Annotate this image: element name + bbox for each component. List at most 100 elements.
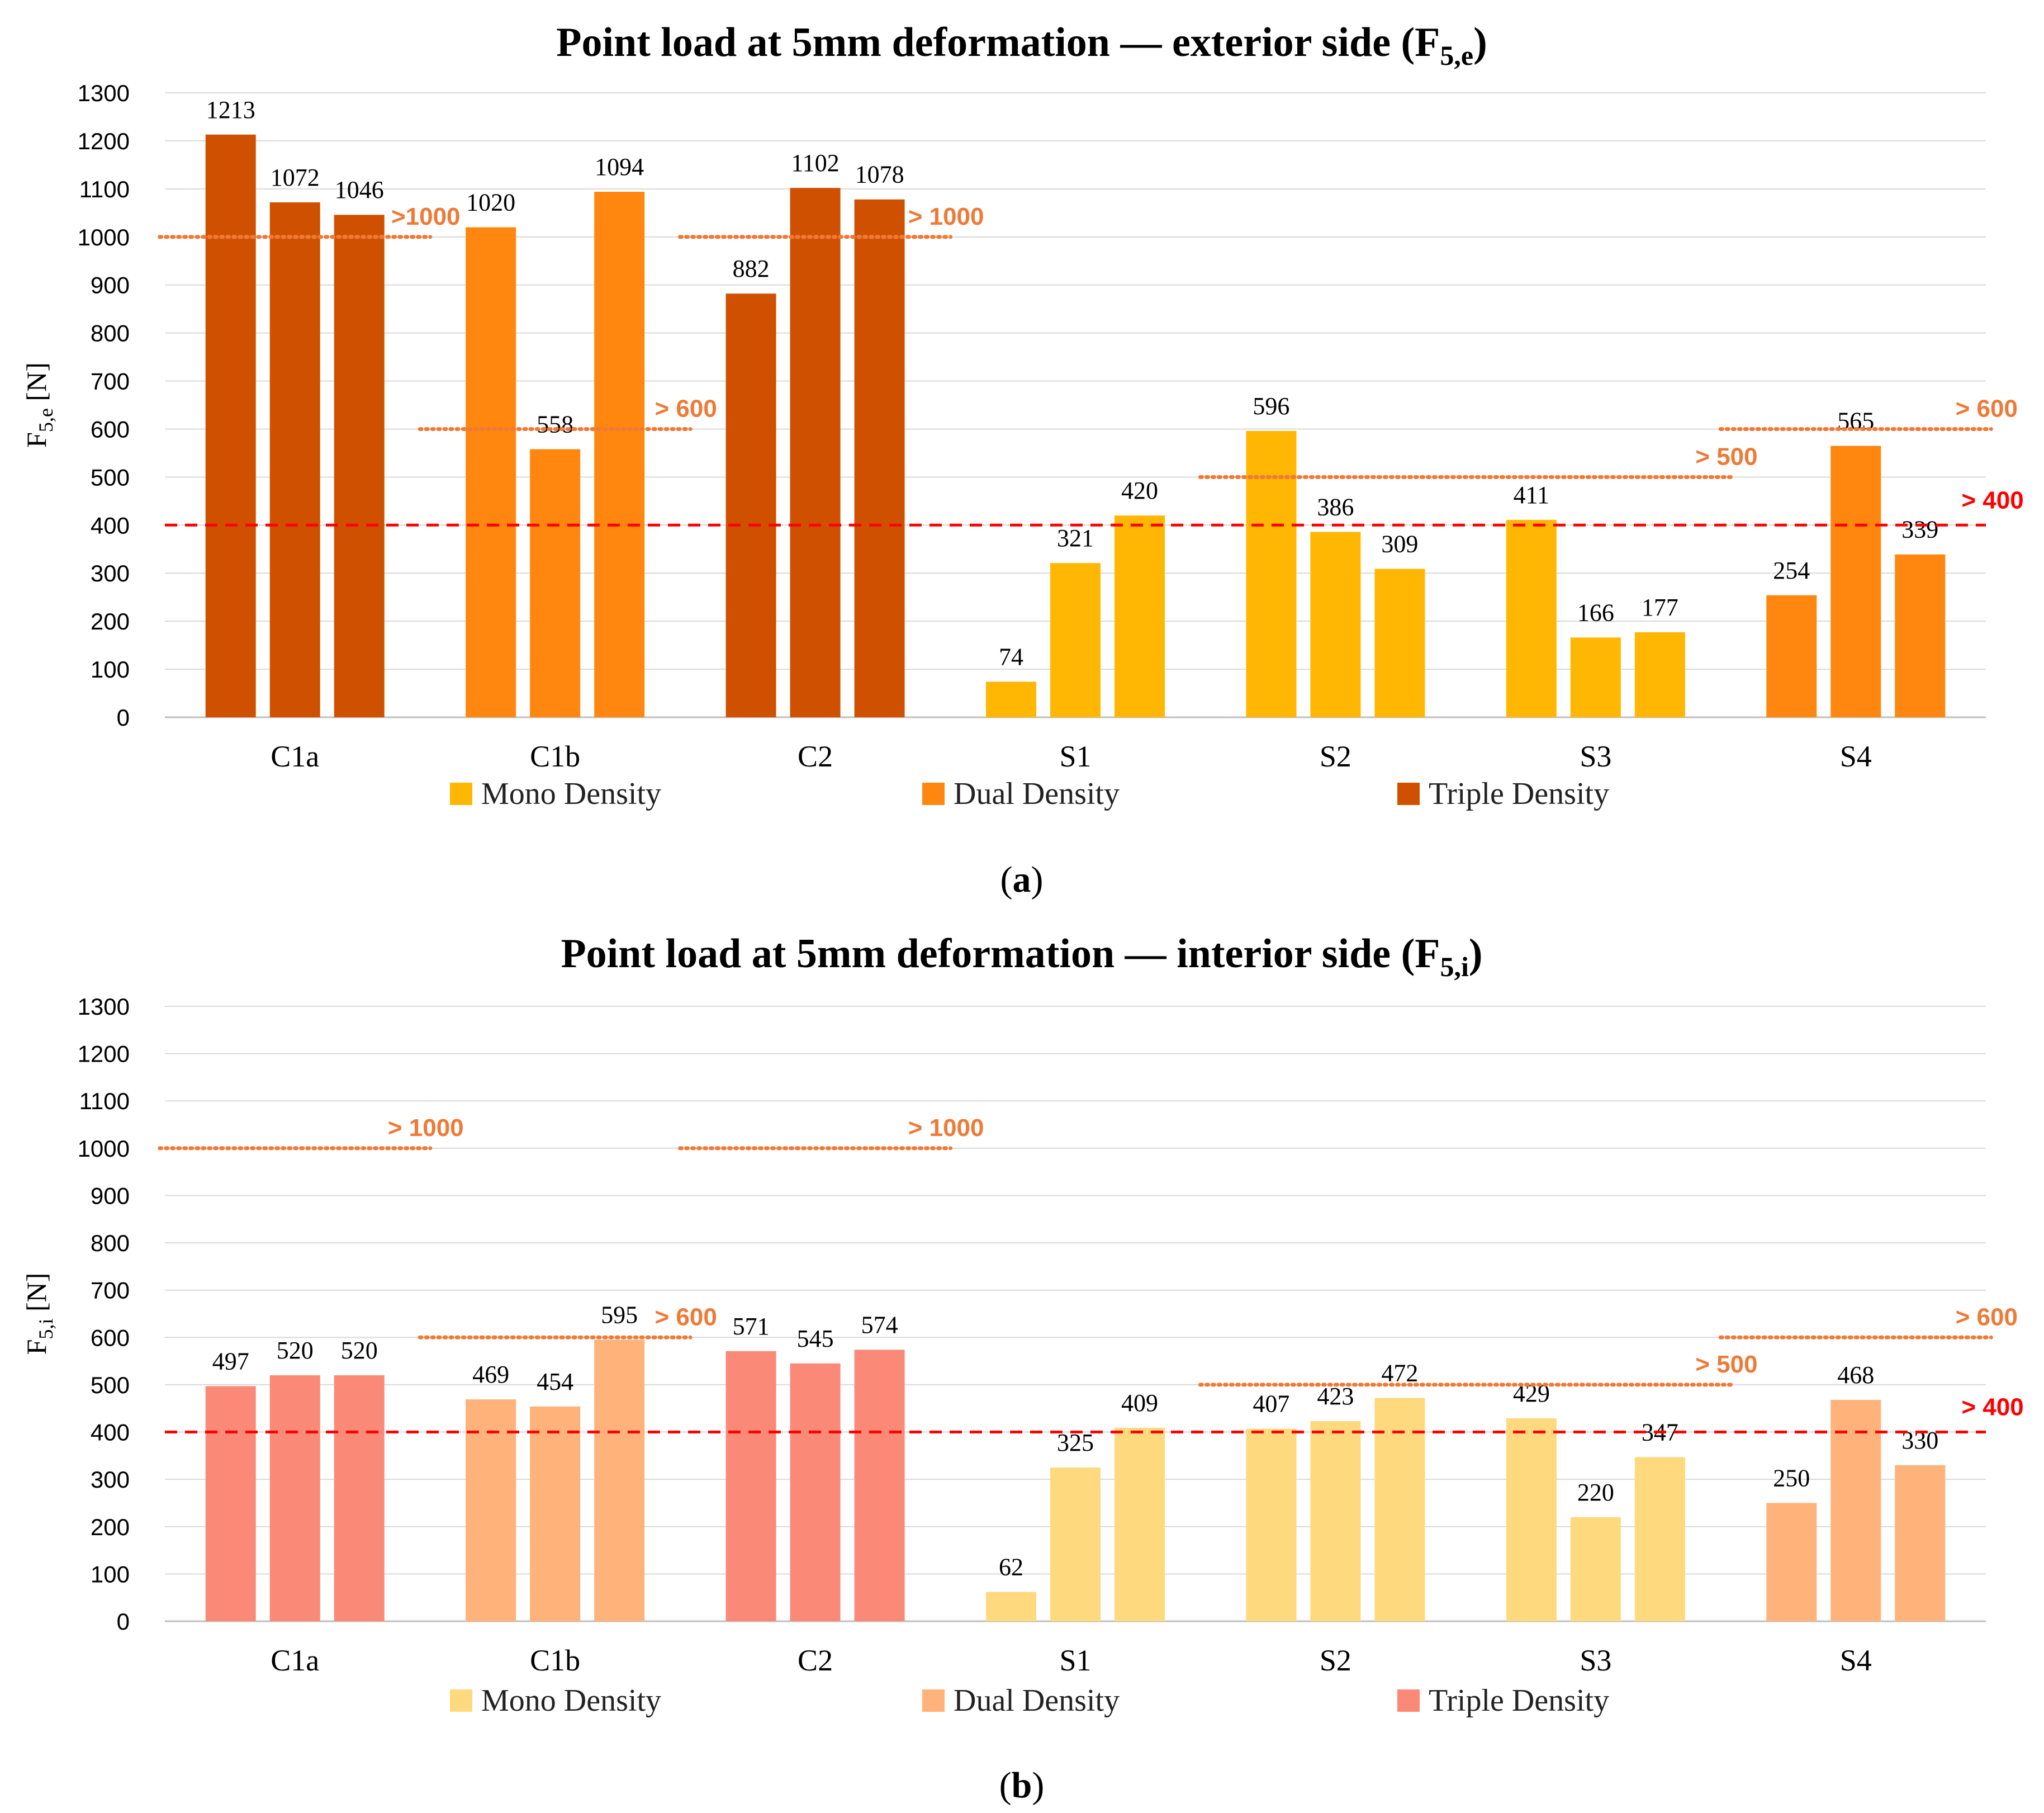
y-tick-label: 200 xyxy=(91,1514,130,1540)
bar-S2-2 xyxy=(1310,1421,1361,1621)
chart-title-close: ) xyxy=(1473,20,1487,65)
bar-S3-3 xyxy=(1634,1457,1685,1621)
threshold-label: >1000 xyxy=(391,203,461,230)
bar-S4-1 xyxy=(1766,595,1817,717)
bar-C2-1 xyxy=(725,294,776,717)
y-tick-label: 1000 xyxy=(78,224,130,250)
legend-swatch-triple xyxy=(1397,1689,1420,1712)
threshold-label: > 600 xyxy=(1956,395,2018,422)
legend-swatch-mono xyxy=(450,783,472,805)
bar-S2-2 xyxy=(1310,532,1361,717)
legend-label: Mono Density xyxy=(481,777,661,811)
y-tick-label: 100 xyxy=(91,1561,130,1587)
bar-value-label: 250 xyxy=(1773,1464,1810,1492)
bar-value-label: 407 xyxy=(1253,1390,1289,1418)
y-tick-label: 300 xyxy=(91,560,130,586)
y-tick-label: 1100 xyxy=(79,176,130,202)
y-tick-label: 1000 xyxy=(78,1135,130,1162)
caption-paren-close: ) xyxy=(1032,1765,1044,1806)
bar-value-label: 423 xyxy=(1317,1383,1354,1410)
bar-S4-3 xyxy=(1895,554,1946,717)
threshold-label: > 1000 xyxy=(908,1114,984,1142)
chart-title-subscript: 5,i xyxy=(1440,951,1469,982)
bar-value-label: 254 xyxy=(1773,557,1810,584)
y-axis-label: F5,i [N] xyxy=(21,1273,57,1355)
y-axis-label: F5,e [N] xyxy=(21,362,57,448)
bar-S1-3 xyxy=(1115,1427,1165,1621)
category-label: S4 xyxy=(1840,1644,1872,1677)
bar-S2-1 xyxy=(1246,430,1297,717)
bar-value-label: 420 xyxy=(1121,477,1158,504)
chart-title-subscript: 5,e xyxy=(1440,40,1473,71)
bar-value-label: 1094 xyxy=(595,153,644,181)
bar-C1b-2 xyxy=(530,1406,581,1621)
bar-C1b-1 xyxy=(466,227,516,718)
bar-S3-2 xyxy=(1570,1517,1621,1621)
bar-value-label: 411 xyxy=(1514,481,1549,509)
threshold-label: > 1000 xyxy=(908,203,984,230)
y-tick-label: 900 xyxy=(91,1182,130,1209)
panel-caption: (a) xyxy=(1000,859,1044,900)
bar-value-label: 409 xyxy=(1121,1389,1158,1417)
bar-value-label: 558 xyxy=(537,411,573,438)
legend-label: Dual Density xyxy=(954,1683,1120,1718)
legend-label: Dual Density xyxy=(954,777,1120,811)
y-axis-label-unit: [N] xyxy=(21,1273,52,1319)
bar-S2-3 xyxy=(1374,569,1425,717)
bar-C1a-1 xyxy=(205,1386,256,1621)
chart-title: Point load at 5mm deformation — exterior… xyxy=(556,20,1487,71)
category-label: C2 xyxy=(798,1644,833,1677)
bar-C2-1 xyxy=(725,1351,776,1621)
bar-C1a-1 xyxy=(205,134,256,718)
bar-value-label: 309 xyxy=(1381,530,1418,557)
bar-value-label: 325 xyxy=(1057,1429,1094,1456)
threshold-label: > 600 xyxy=(655,1303,717,1331)
bar-value-label: 520 xyxy=(277,1337,314,1364)
y-tick-label: 500 xyxy=(91,464,130,490)
category-label: S1 xyxy=(1059,1644,1091,1677)
panel-caption: (b) xyxy=(999,1765,1045,1806)
bar-value-label: 62 xyxy=(999,1554,1023,1581)
bar-value-label: 321 xyxy=(1057,524,1094,552)
y-tick-label: 400 xyxy=(91,1419,130,1446)
bar-S3-2 xyxy=(1570,637,1621,717)
caption-paren-open: ( xyxy=(999,1765,1012,1806)
y-tick-label: 600 xyxy=(91,1324,130,1351)
chart-title-main: Point load at 5mm deformation — interior… xyxy=(561,931,1440,977)
bar-S1-1 xyxy=(986,1592,1036,1621)
y-tick-label: 200 xyxy=(91,608,130,635)
y-tick-label: 0 xyxy=(117,1608,130,1635)
threshold-label: > 1000 xyxy=(388,1114,464,1142)
category-label: S3 xyxy=(1580,740,1611,773)
bar-value-label: 220 xyxy=(1577,1479,1614,1506)
legend-swatch-dual xyxy=(922,783,945,805)
bar-S2-1 xyxy=(1246,1428,1297,1621)
bar-C1b-3 xyxy=(594,1339,645,1621)
y-tick-label: 600 xyxy=(91,416,130,442)
y-axis-label-subscript: 5,i xyxy=(35,1319,57,1339)
bar-S3-3 xyxy=(1634,632,1685,717)
caption-paren-open: ( xyxy=(1000,859,1013,900)
bar-S4-2 xyxy=(1830,1400,1881,1621)
bar-value-label: 386 xyxy=(1317,493,1354,520)
legend-label: Triple Density xyxy=(1429,1683,1609,1718)
bar-value-label: 1072 xyxy=(271,164,320,191)
bar-C1a-2 xyxy=(269,1375,320,1621)
bar-value-label: 520 xyxy=(341,1337,378,1364)
bar-S3-1 xyxy=(1506,1418,1557,1621)
category-label: S2 xyxy=(1320,1644,1351,1677)
bar-S3-1 xyxy=(1506,519,1557,717)
bar-value-label: 1020 xyxy=(466,189,515,216)
bar-value-label: 497 xyxy=(212,1347,249,1375)
threshold-label: > 600 xyxy=(1956,1303,2018,1331)
bar-value-label: 1078 xyxy=(855,161,904,188)
bar-value-label: 1213 xyxy=(206,96,255,124)
y-tick-label: 700 xyxy=(91,1277,130,1304)
y-tick-label: 300 xyxy=(91,1466,130,1493)
category-label: C1a xyxy=(271,1644,319,1677)
category-label: S4 xyxy=(1840,740,1872,773)
caption-letter: a xyxy=(1013,859,1031,900)
bar-value-label: 472 xyxy=(1381,1360,1418,1387)
chart-panel-b: Point load at 5mm deformation — interior… xyxy=(21,931,2024,1806)
